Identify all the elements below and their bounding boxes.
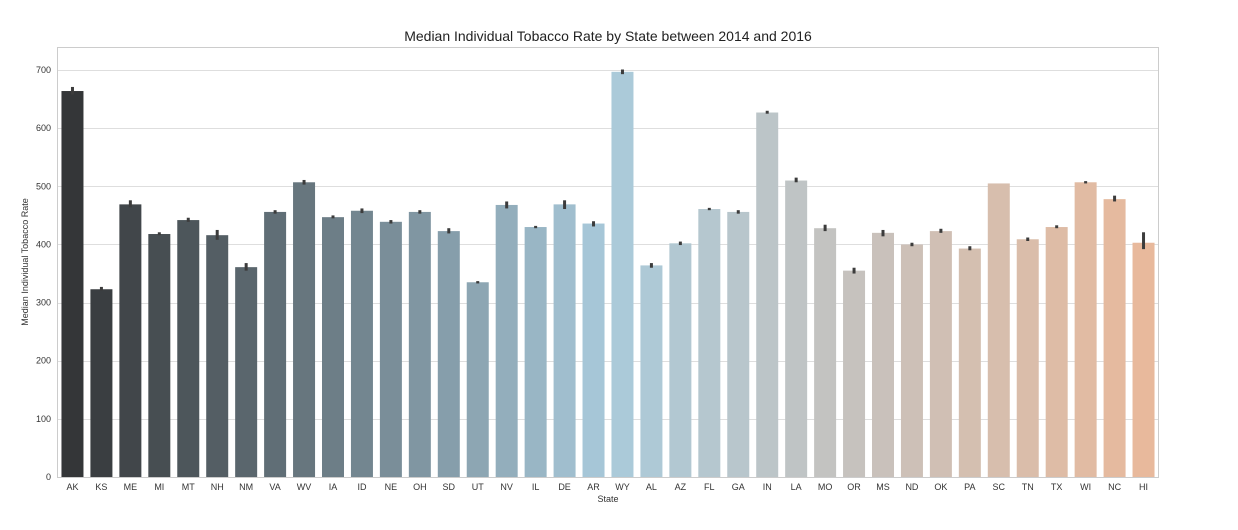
y-tick-label: 100 — [36, 414, 51, 424]
bar-ak — [61, 91, 84, 478]
bar-ks — [90, 289, 113, 477]
chart-title: Median Individual Tobacco Rate by State … — [404, 28, 812, 44]
bar-tn — [1016, 239, 1039, 477]
bar-me — [119, 204, 142, 477]
bar-nh — [206, 235, 229, 477]
x-tick-label: TN — [1022, 482, 1034, 492]
bar-ut — [466, 282, 489, 477]
bar-la — [785, 180, 808, 478]
x-tick-label: SD — [443, 482, 456, 492]
x-tick-label: IL — [532, 482, 540, 492]
x-tick-label: OH — [413, 482, 427, 492]
y-tick-label: 300 — [36, 298, 51, 308]
y-tick-label: 500 — [36, 181, 51, 191]
x-tick-label: KS — [95, 482, 107, 492]
x-tick-label: PA — [964, 482, 975, 492]
bar-mt — [177, 220, 200, 477]
x-axis-ticks: AK KS ME MI MT NH NM VA WV IA ID NE OH SD UT NV IL DE AR WY… — [66, 482, 1148, 492]
bar-ms — [872, 232, 894, 477]
bar-wv — [293, 182, 316, 477]
bars — [61, 71, 1155, 478]
bar-il — [524, 227, 547, 477]
plot-frame — [57, 47, 1159, 478]
x-tick-label: DE — [558, 482, 571, 492]
bar-nc — [1103, 199, 1126, 477]
x-tick-label: NV — [500, 482, 513, 492]
x-tick-label: GA — [732, 482, 745, 492]
x-tick-label: MT — [182, 482, 195, 492]
bar-nm — [235, 267, 258, 477]
x-tick-label: AK — [66, 482, 78, 492]
y-axis-ticks: 0 100 200 300 400 500 600 700 — [36, 65, 51, 482]
x-tick-label: WV — [297, 482, 312, 492]
x-tick-label: AZ — [675, 482, 687, 492]
x-tick-label: ID — [357, 482, 367, 492]
bar-tx — [1045, 227, 1068, 477]
x-tick-label: NC — [1108, 482, 1121, 492]
x-tick-label: VA — [269, 482, 280, 492]
x-tick-label: IA — [329, 482, 338, 492]
bar-wi — [1074, 182, 1097, 477]
bar-az — [669, 243, 692, 477]
x-tick-label: UT — [472, 482, 484, 492]
bar-wy — [611, 71, 634, 477]
bar-ne — [379, 221, 402, 477]
bar-ar — [582, 223, 605, 477]
x-axis-label: State — [597, 494, 618, 504]
bar-ia — [322, 217, 344, 477]
x-tick-label: HI — [1139, 482, 1148, 492]
bar-de — [553, 204, 576, 477]
bar-al — [640, 265, 663, 477]
bar-fl — [698, 209, 721, 477]
x-tick-label: ME — [124, 482, 138, 492]
bar-oh — [408, 211, 431, 477]
x-tick-label: WY — [615, 482, 630, 492]
y-tick-label: 700 — [36, 65, 51, 75]
x-tick-label: IN — [763, 482, 772, 492]
bar-ok — [929, 231, 952, 477]
x-tick-label: ND — [905, 482, 918, 492]
bar-sc — [987, 183, 1010, 477]
y-tick-label: 200 — [36, 356, 51, 366]
bar-ga — [727, 211, 750, 477]
bar-va — [264, 211, 287, 477]
x-tick-label: NH — [211, 482, 224, 492]
x-tick-label: AL — [646, 482, 657, 492]
y-tick-label: 600 — [36, 123, 51, 133]
x-tick-label: WI — [1080, 482, 1091, 492]
x-tick-label: LA — [791, 482, 802, 492]
x-tick-label: MI — [154, 482, 164, 492]
bar-mo — [814, 228, 837, 477]
bar-or — [843, 270, 866, 477]
bar-hi — [1132, 242, 1155, 477]
x-tick-label: AR — [587, 482, 600, 492]
error-bars — [70, 69, 1146, 291]
x-tick-label: SC — [993, 482, 1006, 492]
y-tick-label: 0 — [46, 472, 51, 482]
x-tick-label: FL — [704, 482, 715, 492]
x-tick-label: NE — [385, 482, 398, 492]
x-tick-label: MO — [818, 482, 833, 492]
x-tick-label: OK — [934, 482, 947, 492]
x-tick-label: TX — [1051, 482, 1063, 492]
bar-id — [350, 210, 373, 477]
bar-pa — [958, 248, 981, 477]
bar-sd — [437, 231, 460, 477]
bar-mi — [148, 234, 171, 477]
bar-nd — [900, 244, 923, 477]
y-axis-label: Median Individual Tobacco Rate — [20, 198, 30, 325]
x-tick-label: NM — [239, 482, 253, 492]
bar-in — [756, 112, 779, 478]
bar-nv — [495, 204, 518, 477]
y-tick-label: 400 — [36, 239, 51, 249]
x-tick-label: OR — [847, 482, 861, 492]
x-tick-label: MS — [876, 482, 890, 492]
